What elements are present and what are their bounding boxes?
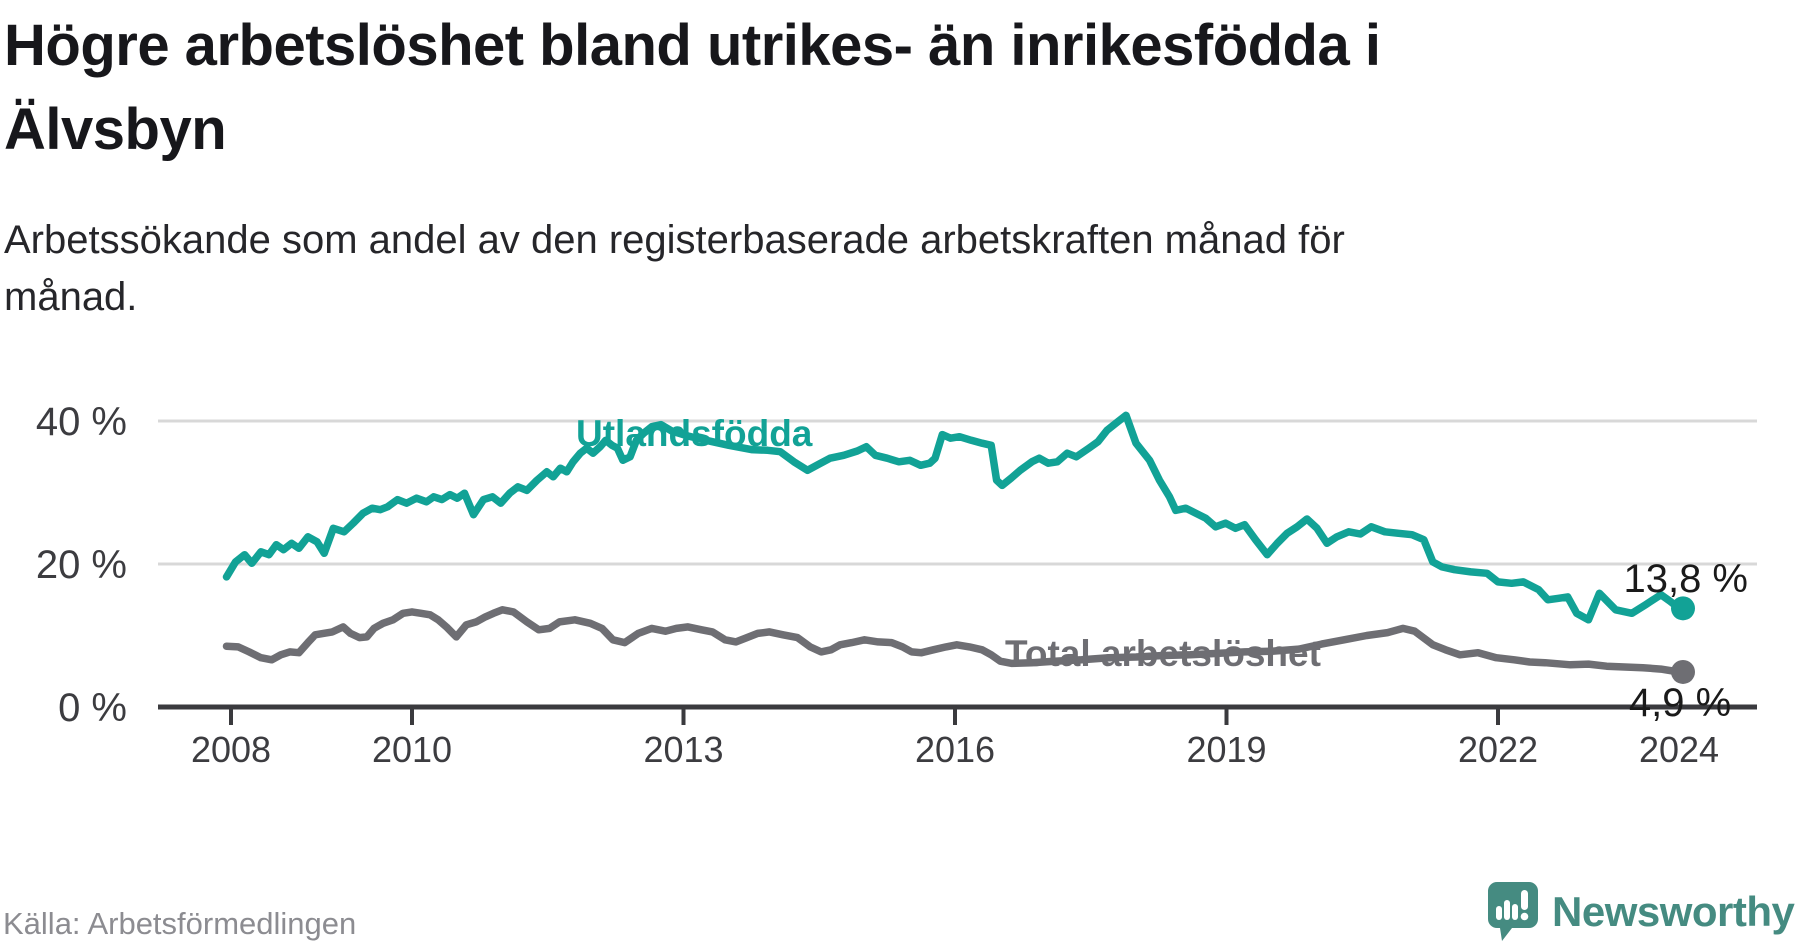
end-dot-total-arbetsloshet [1671, 659, 1695, 684]
exclamation-dot [1520, 912, 1529, 921]
x-axis-label-2013: 2013 [643, 729, 723, 770]
logo-brand-text: Newsworthy [1552, 888, 1795, 935]
bar-medium [1504, 900, 1510, 920]
newsworthy-logo: Newsworthy [1488, 882, 1795, 942]
series-line-utlandsfodda [222, 411, 1683, 624]
y-axis-label-0: 0 % [58, 686, 127, 730]
series-line-total-arbetsloshet [222, 606, 1683, 676]
x-axis-label-2022: 2022 [1458, 729, 1538, 770]
title-line-2: Älvsbyn [4, 97, 227, 162]
chart-subtitle: Arbetssökande som andel av den registerb… [4, 212, 1345, 326]
newsworthy-speech-bubble-bar-chart-icon [1488, 882, 1538, 941]
x-axis-label-2016: 2016 [915, 729, 995, 770]
x-axis-label-2024: 2024 [1639, 729, 1719, 770]
series-lines [222, 411, 1683, 676]
end-dot-utlandsfodda [1671, 596, 1695, 621]
end-value-label-utlandsfodda: 13,8 % [1623, 557, 1748, 601]
bar-tall [1512, 904, 1518, 920]
y-axis-labels: 0 % 20 % 40 % [36, 400, 127, 730]
x-axis-label-2019: 2019 [1186, 729, 1266, 770]
series-label-total-arbetsloshet: Total arbetslöshet [1005, 633, 1321, 674]
series-label-utlandsfodda: Utlandsfödda [576, 413, 813, 454]
end-value-label-total-arbetsloshet: 4,9 % [1629, 681, 1731, 725]
subtitle-line-1: Arbetssökande som andel av den registerb… [4, 218, 1345, 262]
y-axis-label-40: 40 % [36, 400, 127, 444]
x-axis-label-2008: 2008 [191, 729, 271, 770]
source-credit: Källa: Arbetsförmedlingen [3, 906, 357, 941]
title-line-1: Högre arbetslöshet bland utrikes- än inr… [4, 13, 1381, 78]
x-axis-label-2010: 2010 [372, 729, 452, 770]
exclamation-stem [1521, 890, 1528, 910]
gridlines [158, 419, 1757, 566]
subtitle-line-2: månad. [4, 275, 138, 319]
y-axis-label-20: 20 % [36, 543, 127, 587]
page-title: Högre arbetslöshet bland utrikes- än inr… [4, 4, 1381, 172]
x-axis: 2008 2010 2013 2016 2019 2022 2024 [158, 704, 1757, 770]
bar-small [1496, 906, 1502, 920]
chart-annotations: Utlandsfödda Total arbetslöshet 13,8 % 4,9 … [576, 413, 1748, 725]
